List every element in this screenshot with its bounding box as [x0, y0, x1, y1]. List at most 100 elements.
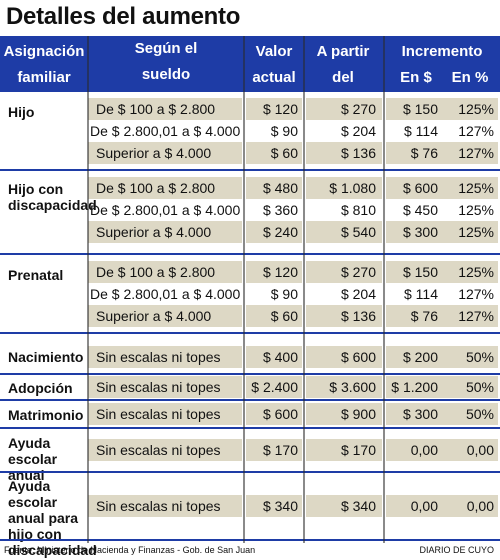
header-sueldo-line2: sueldo: [141, 66, 191, 83]
group-label: Adopción: [8, 380, 73, 396]
cell-sueldo: De $ 100 a $ 2.800: [96, 264, 216, 280]
row-shade: [246, 439, 302, 461]
group-6: Ayuda escolar anual Sin escalas ni topes $…: [0, 428, 500, 483]
row-shade: [88, 346, 242, 368]
row-shade: [246, 403, 302, 425]
header-asignacion: Asignación familiar: [0, 39, 88, 91]
row-shade: [88, 221, 242, 243]
row-shade: [88, 142, 242, 164]
row-shade: [246, 495, 302, 517]
cell-inc: $ 114: [404, 286, 438, 302]
footer-source: Fuente: Ministerio de Hacienda y Finanza…: [4, 545, 256, 555]
cell-pct: 125%: [458, 202, 494, 218]
cell-pct: 127%: [458, 308, 494, 324]
cell-actual: $ 480: [262, 180, 298, 196]
cell-nuevo: $ 540: [340, 224, 376, 240]
row-shade: [246, 346, 302, 368]
group-5: Matrimonio Sin escalas ni topes $ 600 $ 900…: [0, 400, 500, 429]
cell-sueldo: Sin escalas ni topes: [96, 379, 221, 395]
row-shade: [386, 177, 498, 199]
cell-inc: $ 150: [402, 101, 438, 117]
cell-pct: 125%: [458, 180, 494, 196]
cell-inc: $ 1.200: [391, 379, 438, 395]
header-en-pesos: En $: [400, 69, 432, 86]
row-shade: [88, 305, 242, 327]
footer: Fuente: Ministerio de Hacienda y Finanza…: [0, 541, 500, 560]
header-asignacion-line2: familiar: [17, 69, 71, 86]
cell-nuevo: $ 900: [340, 406, 376, 422]
cell-sueldo: Sin escalas ni topes: [96, 442, 221, 458]
cell-actual: $ 60: [270, 308, 298, 324]
cell-nuevo: $ 170: [340, 442, 376, 458]
cell-sueldo: Sin escalas ni topes: [96, 349, 221, 365]
header-asignacion-line1: Asignación: [3, 43, 85, 60]
cell-pct: 50%: [465, 349, 494, 365]
cell-sueldo: Superior a $ 4.000: [96, 308, 212, 324]
cell-inc: $ 300: [402, 406, 438, 422]
cell-nuevo: $ 600: [340, 349, 376, 365]
header-valor-line2: actual: [252, 69, 296, 86]
header-incremento: Incremento: [384, 39, 500, 65]
cell-actual: $ 120: [262, 101, 298, 117]
row-shade: [306, 346, 382, 368]
row-shade: [246, 221, 302, 243]
cell-inc: $ 300: [402, 224, 438, 240]
cell-nuevo: $ 270: [340, 101, 376, 117]
group-2: Prenatal De $ 100 a $ 2.800 $ 120 $ 270 $ 15…: [0, 255, 500, 334]
cell-inc: 0,00: [410, 442, 438, 458]
cell-actual: $ 60: [270, 145, 298, 161]
group-label: Ayuda escolar anual para hijo con discap…: [8, 478, 97, 558]
cell-nuevo: $ 204: [340, 286, 376, 302]
header-valor-line1: Valor: [255, 43, 293, 60]
row-shade: [88, 403, 242, 425]
column-divider: [383, 36, 385, 543]
group-3: Nacimiento Sin escalas ni topes $ 400 $ 600…: [0, 340, 500, 375]
row-divider: [0, 332, 500, 334]
cell-nuevo: $ 204: [340, 123, 376, 139]
cell-inc: $ 150: [402, 264, 438, 280]
cell-actual: $ 240: [262, 224, 298, 240]
row-shade: [386, 495, 498, 517]
cell-nuevo: $ 340: [340, 498, 376, 514]
row-divider: [0, 373, 500, 375]
cell-inc: $ 76: [410, 145, 438, 161]
row-shade: [246, 261, 302, 283]
row-shade: [306, 376, 382, 398]
cell-sueldo: Sin escalas ni topes: [96, 406, 221, 422]
group-1: Hijo con discapacidad De $ 100 a $ 2.800 $…: [0, 171, 500, 255]
cell-actual: $ 2.400: [251, 379, 298, 395]
page-title: Detalles del aumento: [6, 3, 241, 30]
cell-actual: $ 90: [270, 286, 298, 302]
cell-pct: 125%: [458, 264, 494, 280]
row-shade: [88, 177, 242, 199]
cell-pct: 127%: [458, 123, 494, 139]
row-shade: [386, 261, 498, 283]
header-sueldo-line1: Según el: [134, 40, 198, 57]
row-shade: [386, 221, 498, 243]
cell-pct: 0,00: [466, 442, 494, 458]
group-label: Nacimiento: [8, 349, 84, 365]
row-shade: [306, 403, 382, 425]
cell-nuevo: $ 1.080: [329, 180, 376, 196]
cell-inc: $ 200: [402, 349, 438, 365]
header-incremento-label: Incremento: [401, 43, 483, 60]
cell-sueldo: De $ 2.800,01 a $ 4.000: [90, 202, 241, 218]
row-shade: [386, 403, 498, 425]
row-shade: [88, 439, 242, 461]
row-shade: [88, 495, 242, 517]
cell-pct: 127%: [458, 286, 494, 302]
cell-nuevo: $ 810: [340, 202, 376, 218]
row-divider: [0, 253, 500, 255]
cell-sueldo: De $ 2.800,01 a $ 4.000: [90, 123, 241, 139]
row-shade: [386, 98, 498, 120]
row-shade: [386, 439, 498, 461]
row-shade: [306, 261, 382, 283]
cell-pct: 0,00: [466, 498, 494, 514]
row-divider: [0, 539, 500, 541]
row-shade: [246, 142, 302, 164]
cell-sueldo: Superior a $ 4.000: [96, 224, 212, 240]
group-label: Hijo con discapacidad: [8, 181, 97, 213]
row-shade: [386, 305, 498, 327]
row-shade: [306, 495, 382, 517]
row-shade: [88, 376, 242, 398]
